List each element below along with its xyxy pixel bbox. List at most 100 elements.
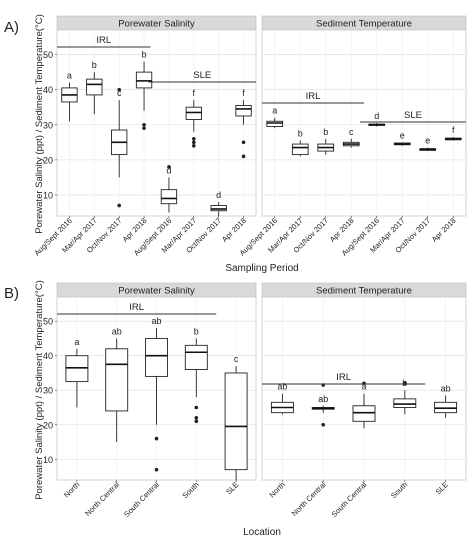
x-tick-label: South: [180, 480, 200, 500]
facet-salinity: Porewater Salinity 10 20 30 40 50 North North C…: [43, 282, 257, 519]
facet-temperature: Sediment Temperature North North Central So…: [261, 282, 467, 519]
x-tick-label: North: [62, 480, 81, 499]
significance-letter: a: [67, 71, 72, 81]
significance-letter: c: [117, 88, 122, 98]
significance-letter: c: [234, 354, 239, 364]
panel-label: B): [4, 285, 19, 302]
box-sle: c: [224, 354, 248, 480]
y-tick-label: 40: [43, 351, 53, 361]
significance-letter: b: [92, 60, 97, 70]
box-iqr: [184, 344, 208, 370]
box-mar-apr-2017: b: [86, 60, 103, 115]
box-iqr: [393, 398, 417, 408]
significance-letter: b: [298, 129, 303, 139]
box-aug-sept-2016: d: [160, 165, 178, 213]
significance-letter: ab: [112, 326, 122, 336]
significance-letter: b: [402, 378, 407, 388]
outlier-point: [241, 140, 246, 145]
significance-letter: ab: [318, 394, 328, 404]
box-north-central: ab: [105, 326, 129, 443]
significance-letter: a: [272, 106, 277, 116]
panel-label: A): [4, 19, 19, 36]
significance-letter: f: [242, 88, 245, 98]
outlier-point: [192, 140, 196, 145]
y-tick-label: 30: [43, 386, 53, 396]
group-label: IRL: [306, 91, 321, 102]
significance-letter: f: [452, 125, 455, 135]
box-iqr: [291, 143, 309, 156]
group-label: IRL: [96, 35, 111, 46]
significance-letter: c: [349, 127, 354, 137]
box-aug-sept-2016: a: [266, 106, 284, 129]
outlier-point: [194, 419, 199, 424]
box-iqr: [105, 348, 129, 412]
y-tick-label: 40: [43, 85, 53, 95]
x-tick-label: South Central: [122, 480, 161, 519]
significance-letter: d: [374, 111, 379, 121]
significance-letter: b: [142, 50, 147, 60]
significance-letter: a: [361, 382, 366, 392]
box-mar-apr-2017: e: [393, 130, 411, 146]
outlier-point: [194, 416, 199, 420]
x-tick-label: Apr 2018: [430, 216, 458, 244]
significance-letter: b: [194, 326, 199, 336]
box-iqr: [352, 405, 376, 422]
facet-title: Sediment Temperature: [316, 286, 412, 297]
box-north: ab: [270, 382, 294, 415]
y-axis-label: Porewater Salinity (ppt) / Sediment Temp…: [34, 280, 45, 500]
box-oct-nov-2017: d: [210, 190, 227, 216]
box-oct-nov-2017: b: [317, 127, 335, 155]
box-iqr: [185, 106, 202, 120]
significance-letter: ab: [277, 382, 287, 392]
x-tick-label: North: [267, 480, 286, 499]
x-tick-label: South: [389, 480, 409, 500]
box-apr-2018: b: [135, 50, 153, 131]
facet-title: Sediment Temperature: [316, 19, 412, 30]
box-apr-2018: f: [235, 88, 252, 159]
box-north-central: ab: [311, 383, 335, 427]
x-tick-label: Apr 2018: [220, 216, 248, 244]
y-tick-label: 20: [43, 420, 53, 430]
y-tick-label: 20: [43, 155, 53, 165]
outlier-point: [154, 467, 159, 472]
box-iqr: [210, 205, 227, 212]
box-oct-nov-2017: e: [419, 136, 437, 152]
significance-letter: d: [216, 190, 221, 200]
group-label: IRL: [129, 302, 144, 313]
box-iqr: [266, 120, 284, 127]
x-axis-label: Location: [243, 527, 281, 538]
outlier-point: [321, 422, 326, 427]
outlier-point: [117, 203, 121, 208]
y-tick-label: 10: [43, 190, 53, 200]
significance-letter: e: [400, 130, 405, 140]
box-iqr: [235, 105, 252, 117]
facet-title: Porewater Salinity: [118, 19, 195, 30]
box-mar-apr-2017: f: [185, 88, 202, 148]
y-axis-label: Porewater Salinity (ppt) / Sediment Temp…: [34, 14, 45, 234]
box-apr-2018: f: [444, 125, 462, 141]
outlier-point: [154, 436, 159, 441]
plot-area: [261, 29, 467, 217]
group-label: IRL: [336, 372, 351, 383]
box-iqr: [65, 355, 89, 383]
box-iqr: [86, 78, 103, 96]
outlier-point: [117, 87, 121, 92]
box-iqr: [145, 337, 168, 377]
significance-letter: f: [193, 88, 196, 98]
outlier-point: [142, 126, 146, 131]
x-tick-label: North Central: [290, 480, 328, 518]
significance-letter: ab: [441, 383, 451, 393]
box-north: a: [65, 337, 89, 408]
group-label: SLE: [193, 70, 211, 81]
facet-title: Porewater Salinity: [118, 286, 195, 297]
box-south: b: [184, 326, 208, 424]
y-tick-label: 50: [43, 317, 53, 327]
outlier-point: [194, 405, 199, 410]
group-label: SLE: [404, 110, 422, 121]
box-iqr: [135, 71, 153, 89]
outlier-point: [192, 144, 196, 148]
significance-letter: b: [323, 127, 328, 137]
box-oct-nov-2017: c: [111, 87, 128, 208]
